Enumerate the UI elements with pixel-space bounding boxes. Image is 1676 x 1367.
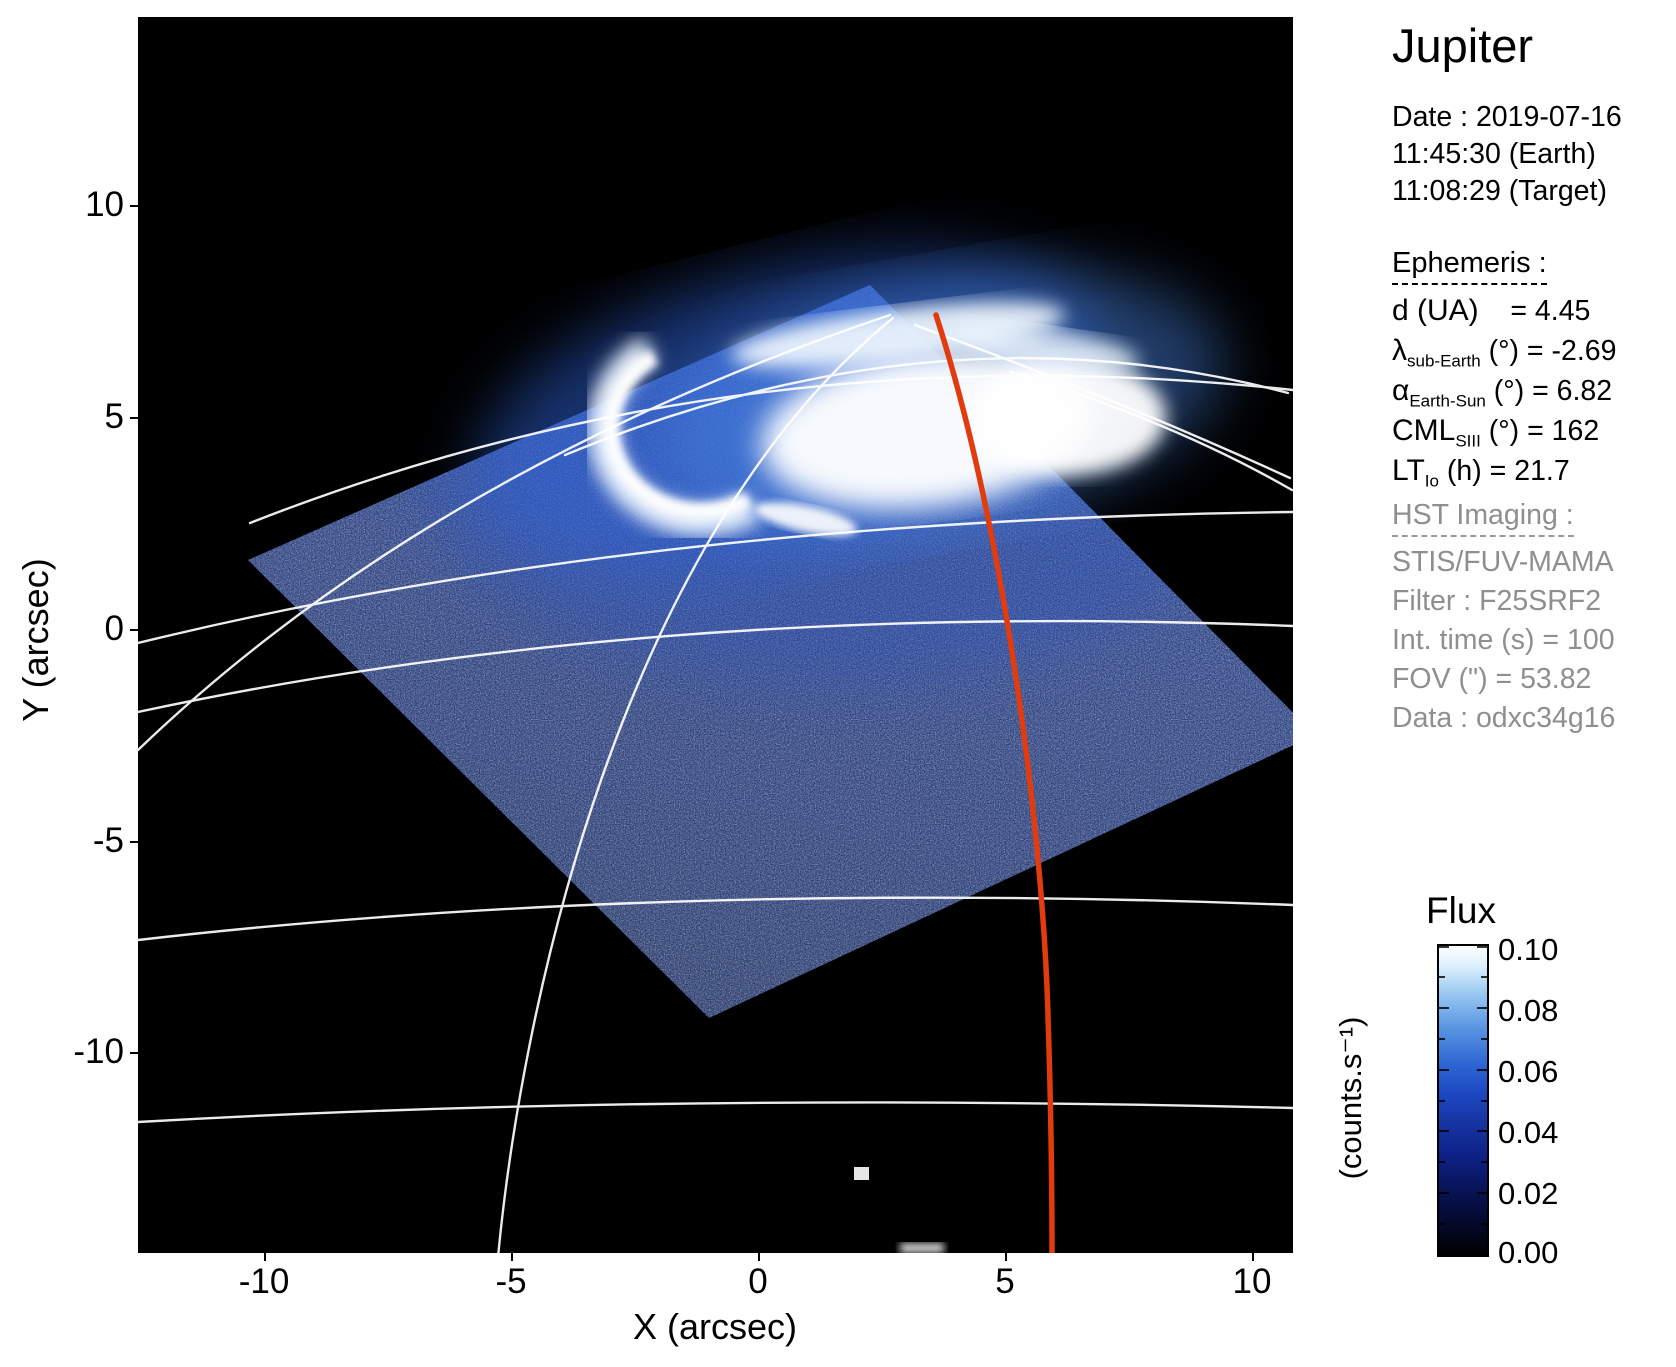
hst-imaging-row: Filter : F25SRF2 [1392,585,1602,617]
ephemeris-symbol: α [1392,374,1410,407]
observation-block: Date : 2019-07-16 11:45:30 (Earth) 11:08… [1392,99,1622,210]
ephemeris-heading: Ephemeris : [1392,247,1547,285]
graticule-parallel [248,374,1293,525]
aurora-c-arc [587,335,762,536]
x-tick-mark [511,1253,513,1261]
aurora-core-blob-east [970,359,1166,475]
graticule-parallel [138,510,1293,645]
hst-imaging-row: Data : odxc34g16 [1392,702,1616,734]
y-tick-label: -10 [73,1032,124,1071]
y-tick-label: 0 [104,609,124,648]
graticule-meridian [497,316,895,1253]
y-tick-label: -5 [92,821,124,860]
aurora-tail [755,502,857,536]
ephemeris-symbol: LT [1392,454,1425,487]
ephemeris-symbol: λ [1392,334,1407,367]
hst-imaging-row: STIS/FUV-MAMA [1392,546,1614,578]
graticule-meridian [913,323,1292,480]
colorbar-tick-label: 0.06 [1498,1054,1559,1089]
x-tick-label: 0 [748,1262,768,1301]
ephemeris-subscript: Io [1424,471,1439,491]
ephemeris-row: αEarth-Sun (°) = 6.82 [1392,371,1616,411]
x-tick-label: -10 [238,1262,290,1301]
sky-image-canvas [138,251,1293,1253]
colorbar-title: Flux [1426,890,1496,931]
colorbar-tick-label: 0.02 [1498,1176,1559,1211]
hst-imaging-block: HST Imaging : STIS/FUV-MAMA Filter : F25… [1392,499,1615,738]
ephemeris-subscript: sub-Earth [1407,351,1481,371]
aurora-top-band [731,302,1065,368]
ephemeris-subscript: SIII [1455,431,1481,451]
y-tick-mark [130,417,138,419]
colorbar-tick-label: 0.10 [1498,932,1559,967]
ephemeris-value: (°) = 6.82 [1485,375,1613,407]
ephemeris-block: Ephemeris : d (UA) = 4.45 λsub-Earth (°)… [1392,247,1616,491]
aurora-c-arc-core [602,350,752,520]
colorbar-ticks [1439,946,1487,1255]
x-tick-mark [1005,1253,1007,1261]
colorbar-tick-label: 0.08 [1498,993,1559,1028]
y-tick-label: 5 [104,397,124,436]
ephemeris-value: = 4.45 [1478,295,1591,327]
page-title: Jupiter [1392,19,1534,72]
colorbar [1437,944,1489,1257]
y-tick-mark [130,629,138,631]
ephemeris-subscript: Earth-Sun [1409,391,1486,411]
ephemeris-value: (°) = 162 [1480,415,1600,447]
x-axis-title: X (arcsec) [632,1306,798,1347]
observation-time-target: 11:08:29 (Target) [1392,175,1607,207]
hst-imaging-row: FOV (") = 53.82 [1392,663,1592,695]
ephemeris-row: d (UA) = 4.45 [1392,291,1616,331]
ephemeris-symbol: d (UA) [1392,294,1479,327]
graticule-parallel [138,1101,1293,1124]
observation-time-earth: 11:45:30 (Earth) [1392,138,1596,170]
hst-imaging-heading: HST Imaging : [1392,499,1574,537]
x-tick-mark [758,1253,760,1261]
graticule-parallel [563,357,1290,457]
fov-noise-field [248,285,1293,1018]
plot-area [138,17,1293,1253]
x-tick-label: 5 [995,1262,1015,1301]
y-tick-mark [130,1052,138,1054]
observation-date: Date : 2019-07-16 [1392,101,1622,133]
colorbar-unit-label: (counts.s⁻¹) [1333,1016,1368,1180]
ephemeris-value: (°) = -2.69 [1480,335,1617,367]
hot-pixel-artifact [854,1167,869,1180]
cml-track-line [933,312,1055,1253]
ephemeris-row: LTIo (h) = 21.7 [1392,451,1616,491]
ephemeris-row: λsub-Earth (°) = -2.69 [1392,331,1616,371]
ephemeris-value: (h) = 21.7 [1438,455,1570,487]
graticule-meridian [138,313,892,752]
x-tick-mark [264,1253,266,1261]
graticule-meridian [1008,370,1293,492]
hst-imaging-row: Int. time (s) = 100 [1392,624,1615,656]
colorbar-tick-label: 0.04 [1498,1115,1559,1150]
graticule-parallel [138,619,1293,714]
x-tick-label: 10 [1232,1262,1272,1301]
aurora-emission [475,251,1225,573]
x-tick-mark [1252,1253,1254,1261]
x-tick-label: -5 [495,1262,527,1301]
graticule-parallel [138,896,1293,942]
colorbar-tick-label: 0.00 [1498,1235,1559,1270]
y-tick-mark [130,841,138,843]
ephemeris-symbol: CML [1392,414,1456,447]
ephemeris-row: CMLSIII (°) = 162 [1392,411,1616,451]
bottom-edge-artifact [900,1243,944,1253]
graticule [138,313,1293,1253]
y-tick-label: 10 [85,185,124,224]
y-axis-title: Y (arcsec) [15,558,56,722]
y-tick-mark [130,205,138,207]
